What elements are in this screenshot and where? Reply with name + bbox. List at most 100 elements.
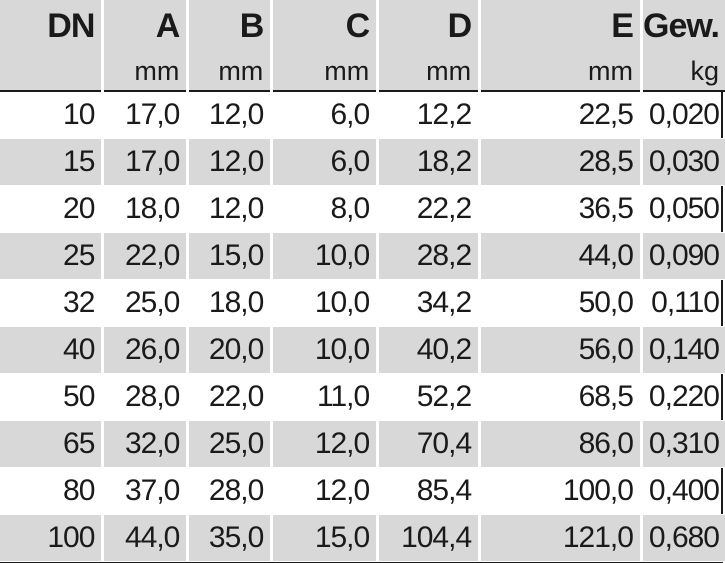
cell-dn: 65 xyxy=(0,420,105,468)
cell-a: 26,0 xyxy=(102,326,190,374)
cell-d: 22,2 xyxy=(377,185,482,233)
cell-b: 15,0 xyxy=(187,232,274,280)
cell-e: 50,0 xyxy=(479,279,643,327)
cell-dn: 80 xyxy=(0,467,105,515)
cell-b: 12,0 xyxy=(187,91,274,139)
cell-b: 22,0 xyxy=(187,373,274,421)
cell-c: 10,0 xyxy=(271,326,380,374)
cell-weight: 0,400 xyxy=(641,467,725,515)
cell-d: 40,2 xyxy=(377,326,482,374)
unit-dn xyxy=(0,52,105,92)
cell-b: 28,0 xyxy=(187,467,274,515)
cell-dn: 15 xyxy=(0,138,105,186)
cell-b: 25,0 xyxy=(187,420,274,468)
cell-c: 8,0 xyxy=(271,185,380,233)
table-header: DN A B C D E Gew. mm mm mm mm mm kg xyxy=(0,0,725,92)
cell-e: 86,0 xyxy=(479,420,643,468)
cell-b: 20,0 xyxy=(187,326,274,374)
unit-b: mm xyxy=(187,52,274,92)
cell-a: 28,0 xyxy=(102,373,190,421)
cell-dn: 10 xyxy=(0,91,105,139)
cell-e: 100,0 xyxy=(479,467,643,515)
cell-b: 35,0 xyxy=(187,514,274,562)
table-row: 100 44,0 35,0 15,0 104,4 121,0 0,680 xyxy=(0,514,725,562)
cell-e: 36,5 xyxy=(479,185,643,233)
cell-d: 18,2 xyxy=(377,138,482,186)
table-row: 25 22,0 15,0 10,0 28,2 44,0 0,090 xyxy=(0,232,725,280)
cell-weight: 0,090 xyxy=(641,232,725,280)
cell-c: 15,0 xyxy=(271,514,380,562)
cell-d: 52,2 xyxy=(377,373,482,421)
unit-e: mm xyxy=(479,52,643,92)
cell-d: 34,2 xyxy=(377,279,482,327)
column-header-e: E xyxy=(479,0,643,52)
cell-weight: 0,030 xyxy=(641,138,725,186)
table-bottom-rule xyxy=(0,561,723,563)
cell-dn: 25 xyxy=(0,232,105,280)
unit-weight: kg xyxy=(641,52,725,92)
cell-d: 28,2 xyxy=(377,232,482,280)
cell-weight: 0,310 xyxy=(641,420,725,468)
table-row: 15 17,0 12,0 6,0 18,2 28,5 0,030 xyxy=(0,138,725,186)
cell-a: 18,0 xyxy=(102,185,190,233)
cell-c: 6,0 xyxy=(271,138,380,186)
cell-a: 22,0 xyxy=(102,232,190,280)
cell-d: 70,4 xyxy=(377,420,482,468)
column-header-weight: Gew. xyxy=(641,0,725,52)
table-row: 65 32,0 25,0 12,0 70,4 86,0 0,310 xyxy=(0,420,725,468)
cell-a: 37,0 xyxy=(102,467,190,515)
cell-e: 121,0 xyxy=(479,514,643,562)
cell-dn: 20 xyxy=(0,185,105,233)
cell-weight: 0,020 xyxy=(641,91,725,139)
cell-e: 28,5 xyxy=(479,138,643,186)
cell-c: 12,0 xyxy=(271,420,380,468)
cell-dn: 32 xyxy=(0,279,105,327)
table-row: 50 28,0 22,0 11,0 52,2 68,5 0,220 xyxy=(0,373,725,421)
column-header-row: DN A B C D E Gew. xyxy=(0,0,725,52)
cell-a: 17,0 xyxy=(102,91,190,139)
unit-a: mm xyxy=(102,52,190,92)
cell-e: 68,5 xyxy=(479,373,643,421)
cell-weight: 0,050 xyxy=(641,185,725,233)
column-header-d: D xyxy=(377,0,482,52)
cell-e: 44,0 xyxy=(479,232,643,280)
cell-b: 18,0 xyxy=(187,279,274,327)
cell-c: 12,0 xyxy=(271,467,380,515)
cell-d: 85,4 xyxy=(377,467,482,515)
table-row: 40 26,0 20,0 10,0 40,2 56,0 0,140 xyxy=(0,326,725,374)
cell-weight: 0,110 xyxy=(641,279,725,327)
table-row: 20 18,0 12,0 8,0 22,2 36,5 0,050 xyxy=(0,185,725,233)
cell-dn: 100 xyxy=(0,514,105,562)
table-row: 10 17,0 12,0 6,0 12,2 22,5 0,020 xyxy=(0,91,725,139)
cell-d: 12,2 xyxy=(377,91,482,139)
cell-weight: 0,140 xyxy=(641,326,725,374)
column-header-dn: DN xyxy=(0,0,105,52)
cell-dn: 50 xyxy=(0,373,105,421)
cell-a: 25,0 xyxy=(102,279,190,327)
cell-a: 44,0 xyxy=(102,514,190,562)
cell-a: 17,0 xyxy=(102,138,190,186)
column-header-a: A xyxy=(102,0,190,52)
unit-d: mm xyxy=(377,52,482,92)
cell-e: 22,5 xyxy=(479,91,643,139)
cell-b: 12,0 xyxy=(187,185,274,233)
column-header-b: B xyxy=(187,0,274,52)
table-row: 32 25,0 18,0 10,0 34,2 50,0 0,110 xyxy=(0,279,725,327)
unit-c: mm xyxy=(271,52,380,92)
table-body: 10 17,0 12,0 6,0 12,2 22,5 0,020 15 17,0 12,0 6,0 1… xyxy=(0,91,725,562)
cell-c: 10,0 xyxy=(271,232,380,280)
column-header-c: C xyxy=(271,0,380,52)
cell-c: 11,0 xyxy=(271,373,380,421)
unit-header-row: mm mm mm mm mm kg xyxy=(0,52,725,92)
cell-c: 6,0 xyxy=(271,91,380,139)
cell-weight: 0,680 xyxy=(641,514,725,562)
cell-c: 10,0 xyxy=(271,279,380,327)
cell-e: 56,0 xyxy=(479,326,643,374)
cell-weight: 0,220 xyxy=(641,373,725,421)
cell-b: 12,0 xyxy=(187,138,274,186)
cell-d: 104,4 xyxy=(377,514,482,562)
cell-a: 32,0 xyxy=(102,420,190,468)
table-row: 80 37,0 28,0 12,0 85,4 100,0 0,400 xyxy=(0,467,725,515)
cell-dn: 40 xyxy=(0,326,105,374)
